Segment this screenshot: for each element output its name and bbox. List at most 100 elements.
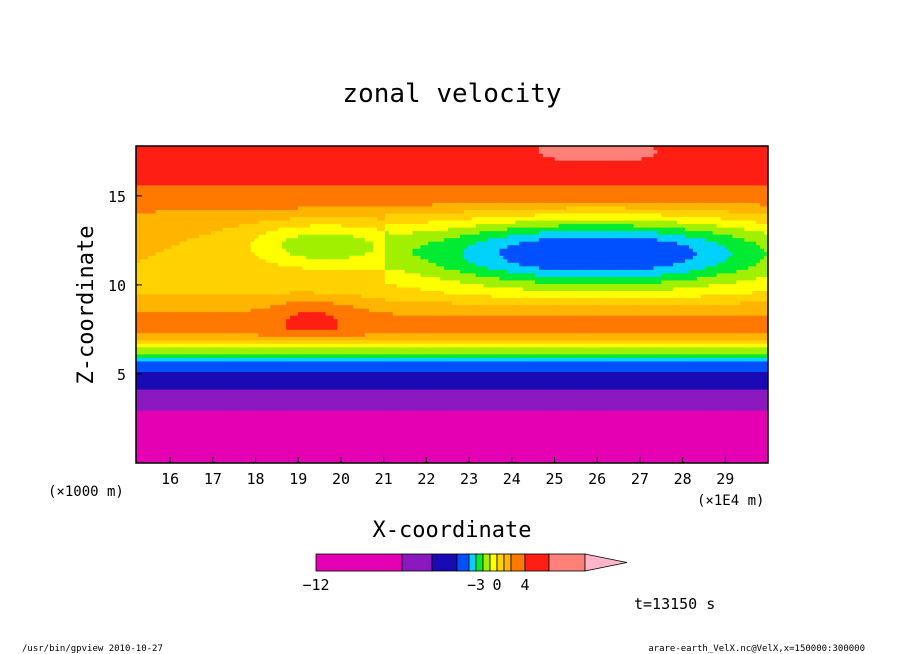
- field-cell: [345, 455, 350, 461]
- field-cell: [242, 191, 248, 196]
- field-cell: [139, 396, 145, 401]
- field-cell: [179, 329, 184, 334]
- field-cell: [147, 188, 153, 193]
- field-cell: [226, 332, 232, 337]
- field-cell: [183, 272, 188, 277]
- field-cell: [234, 272, 240, 277]
- field-cell: [207, 346, 212, 351]
- field-cell: [278, 332, 283, 337]
- field-cell: [290, 448, 295, 454]
- field-cell: [270, 459, 275, 463]
- field-cell: [305, 205, 311, 210]
- field-cell: [282, 389, 287, 394]
- field-cell: [191, 279, 196, 284]
- field-cell: [238, 205, 244, 210]
- field-cell: [175, 424, 181, 429]
- field-cell: [191, 163, 196, 168]
- field-cell: [163, 343, 169, 348]
- field-cell: [242, 413, 248, 418]
- field-cell: [143, 389, 149, 394]
- field-cell: [286, 378, 291, 383]
- field-cell: [203, 160, 208, 165]
- field-cell: [290, 315, 295, 320]
- field-cell: [301, 389, 307, 394]
- field-cell: [238, 219, 244, 225]
- field-cell: [215, 300, 220, 306]
- field-cell: [345, 153, 350, 158]
- field-cell: [246, 385, 252, 390]
- field-cell: [179, 191, 184, 196]
- field-cell: [333, 448, 339, 454]
- field-cell: [226, 149, 232, 154]
- field-cell: [258, 216, 263, 221]
- field-cell: [325, 251, 331, 256]
- field-cell: [167, 262, 173, 267]
- field-cell: [139, 170, 145, 175]
- field-cell: [270, 283, 275, 288]
- field-cell: [203, 392, 208, 397]
- field-cell: [187, 184, 192, 189]
- field-cell: [199, 163, 204, 168]
- field-cell: [325, 177, 331, 182]
- field-cell: [329, 434, 335, 439]
- field-cell: [305, 325, 311, 330]
- field-cell: [270, 188, 275, 193]
- field-cell: [286, 258, 291, 263]
- field-cell: [211, 322, 216, 327]
- field-cell: [143, 434, 149, 439]
- field-cell: [345, 149, 350, 154]
- field-cell: [159, 293, 165, 299]
- field-cell: [262, 300, 267, 306]
- field-cell: [203, 188, 208, 193]
- field-cell: [187, 339, 192, 344]
- field-cell: [238, 297, 244, 302]
- field-cell: [234, 403, 240, 408]
- field-cell: [230, 269, 236, 274]
- field-cell: [254, 241, 260, 246]
- field-cell: [258, 396, 263, 401]
- field-cell: [242, 452, 248, 457]
- field-cell: [242, 325, 248, 330]
- field-cell: [353, 381, 358, 387]
- field-cell: [215, 230, 220, 235]
- field-cell: [301, 258, 307, 263]
- field-cell: [294, 371, 299, 376]
- field-cell: [246, 167, 252, 172]
- field-cell: [155, 255, 161, 260]
- field-cell: [242, 255, 248, 260]
- field-cell: [325, 448, 331, 454]
- field-cell: [301, 424, 307, 429]
- field-cell: [321, 357, 327, 362]
- field-cell: [238, 248, 244, 253]
- field-cell: [207, 374, 212, 380]
- field-cell: [290, 279, 295, 284]
- field-cell: [211, 353, 216, 358]
- field-cell: [203, 170, 208, 175]
- field-cell: [211, 262, 216, 267]
- field-cell: [250, 167, 256, 172]
- field-cell: [171, 255, 177, 260]
- field-cell: [218, 304, 224, 309]
- field-cell: [136, 367, 141, 373]
- field-cell: [353, 311, 358, 316]
- field-cell: [238, 403, 244, 408]
- field-cell: [163, 198, 169, 203]
- field-cell: [305, 272, 311, 277]
- field-cell: [175, 364, 181, 369]
- field-cell: [270, 205, 275, 210]
- field-cell: [317, 315, 323, 320]
- field-cell: [234, 170, 240, 175]
- field-cell: [274, 304, 279, 309]
- field-cell: [333, 322, 339, 327]
- field-cell: [199, 332, 204, 337]
- field-cell: [222, 445, 228, 450]
- field-cell: [195, 318, 200, 323]
- field-cell: [290, 392, 295, 397]
- field-cell: [238, 385, 244, 390]
- field-cell: [290, 237, 295, 242]
- field-cell: [179, 251, 184, 256]
- field-cell: [187, 272, 192, 277]
- field-cell: [321, 389, 327, 394]
- field-cell: [294, 269, 299, 274]
- field-cell: [286, 184, 291, 189]
